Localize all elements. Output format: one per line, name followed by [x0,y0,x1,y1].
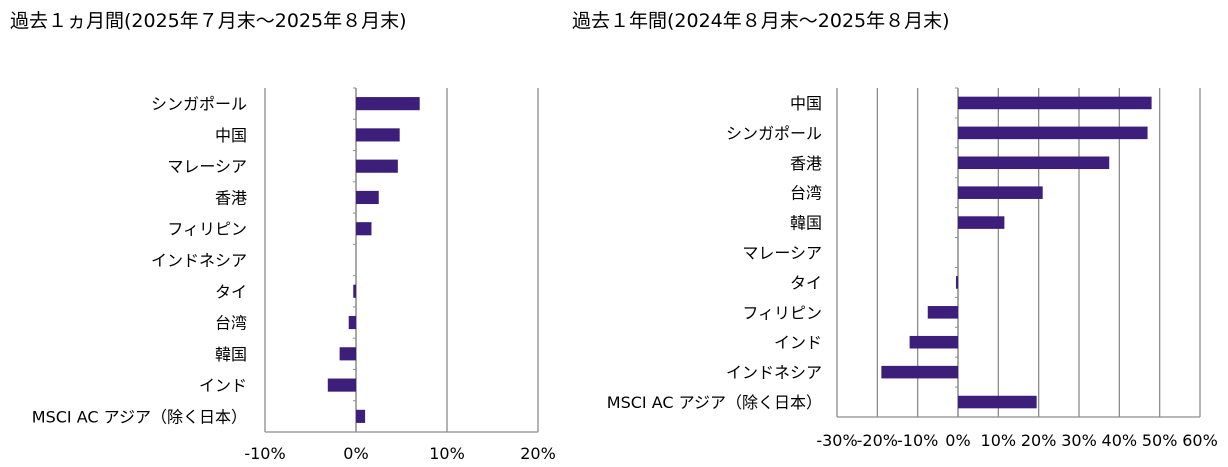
x-tick-label: -20% [857,431,898,450]
bar-9 [881,365,958,379]
bar-10 [958,395,1037,409]
category-label: シンガポール [726,124,822,143]
x-tick-label: -10% [897,431,938,450]
bar-8 [339,347,356,361]
x-tick-label: 20% [1021,431,1057,450]
category-label: 香港 [790,154,822,173]
bar-4 [958,216,1005,229]
category-label: インド [774,333,822,352]
bar-0 [958,96,1152,110]
category-label: 韓国 [215,345,247,364]
x-tick-label: 50% [1142,431,1178,450]
category-label: 台湾 [790,184,822,203]
bar-8 [909,335,958,349]
bar-2 [356,159,398,173]
x-tick-label: 40% [1102,431,1138,450]
category-label: MSCI AC アジア（除く日本） [607,393,822,412]
bar-9 [327,378,356,392]
category-label: 中国 [215,126,247,145]
x-tick-label: 30% [1061,431,1097,450]
category-label: マレーシア [167,157,247,176]
bar-6 [955,276,958,289]
category-label: インド [199,376,247,395]
bar-0 [356,97,420,111]
x-tick-label: 10% [429,444,465,463]
category-label: インドネシア [151,251,247,270]
x-tick-label: -30% [816,431,857,450]
bar-1 [356,128,400,142]
category-label: シンガポール [151,95,247,114]
bar-1 [958,126,1148,140]
category-label: MSCI AC アジア（除く日本） [32,407,247,426]
bar-6 [353,284,356,298]
bar-7 [927,306,958,319]
x-tick-label: 10% [981,431,1017,450]
bar-2 [958,156,1110,170]
category-label: 中国 [790,94,822,113]
category-label: インドネシア [726,363,822,382]
category-label: 台湾 [215,314,247,333]
bar-4 [356,222,372,236]
category-label: フィリピン [742,303,822,322]
x-tick-label: 60% [1182,431,1218,450]
chart-title-right: 過去１年間(2024年８月末～2025年８月末) [572,10,950,32]
category-label: タイ [790,273,822,292]
x-tick-label: 0% [343,444,368,463]
x-tick-label: 0% [945,431,970,450]
bar-3 [958,186,1043,199]
chart-title-left: 過去１ヵ月間(2025年７月末～2025年８月末) [10,10,407,32]
category-label: フィリピン [167,220,247,239]
bar-10 [356,409,366,423]
bar-3 [356,190,379,205]
x-tick-label: 20% [520,444,556,463]
x-tick-label: -10% [244,444,285,463]
bar-7 [348,315,356,330]
category-label: マレーシア [742,244,822,263]
category-label: 香港 [215,188,247,207]
category-label: 韓国 [790,214,822,233]
category-label: タイ [215,282,247,301]
